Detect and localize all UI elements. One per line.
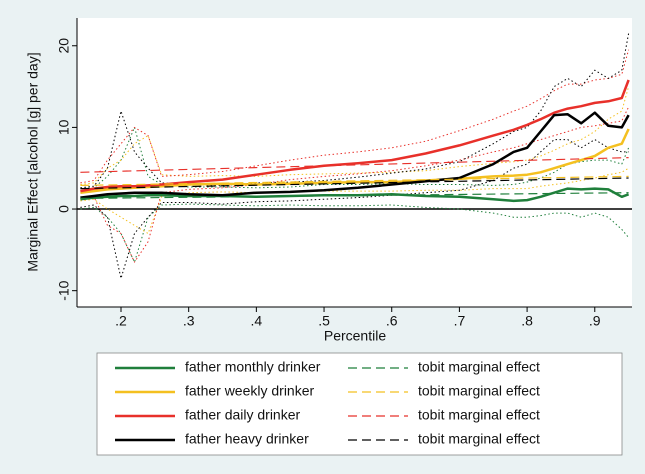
y-tick-label: 10: [56, 119, 72, 135]
legend-label: father monthly drinker: [185, 359, 321, 375]
y-tick-label: -10: [56, 280, 72, 300]
ci-upper: [80, 49, 630, 184]
ci-lower: [80, 167, 629, 234]
legend-label: tobit marginal effect: [418, 359, 540, 375]
legend-label: father weekly drinker: [185, 383, 315, 399]
x-tick-label: .2: [115, 313, 127, 329]
tobit-line: [80, 192, 629, 199]
legend-label: tobit marginal effect: [418, 431, 540, 447]
x-tick-label: .8: [521, 313, 533, 329]
x-tick-label: .7: [454, 313, 466, 329]
tobit-line: [80, 157, 629, 173]
legend-label: father daily drinker: [185, 407, 301, 423]
x-tick-label: .9: [589, 313, 601, 329]
legend: [96, 352, 623, 456]
tobit-line: [80, 177, 629, 190]
legend-label: father heavy drinker: [185, 431, 309, 447]
ci-upper: [80, 33, 630, 189]
y-tick-label: 20: [56, 38, 72, 54]
x-tick-label: .3: [183, 313, 195, 329]
legend-label: tobit marginal effect: [418, 383, 540, 399]
legend-label: tobit marginal effect: [418, 407, 540, 423]
y-axis-label: Marginal Effect [alcohol [g] per day]: [25, 52, 41, 271]
series-line: [80, 187, 630, 203]
y-tick-label: 0: [56, 205, 72, 213]
x-tick-label: .6: [386, 313, 398, 329]
series-line: [80, 79, 630, 193]
ci-lower: [80, 203, 629, 263]
x-axis-label: Percentile: [324, 328, 386, 344]
x-tick-label: .4: [251, 313, 263, 329]
x-tick-label: .5: [318, 313, 330, 329]
series-line: [80, 111, 630, 199]
ci-lower: [80, 106, 630, 263]
tobit-line: [80, 175, 629, 186]
